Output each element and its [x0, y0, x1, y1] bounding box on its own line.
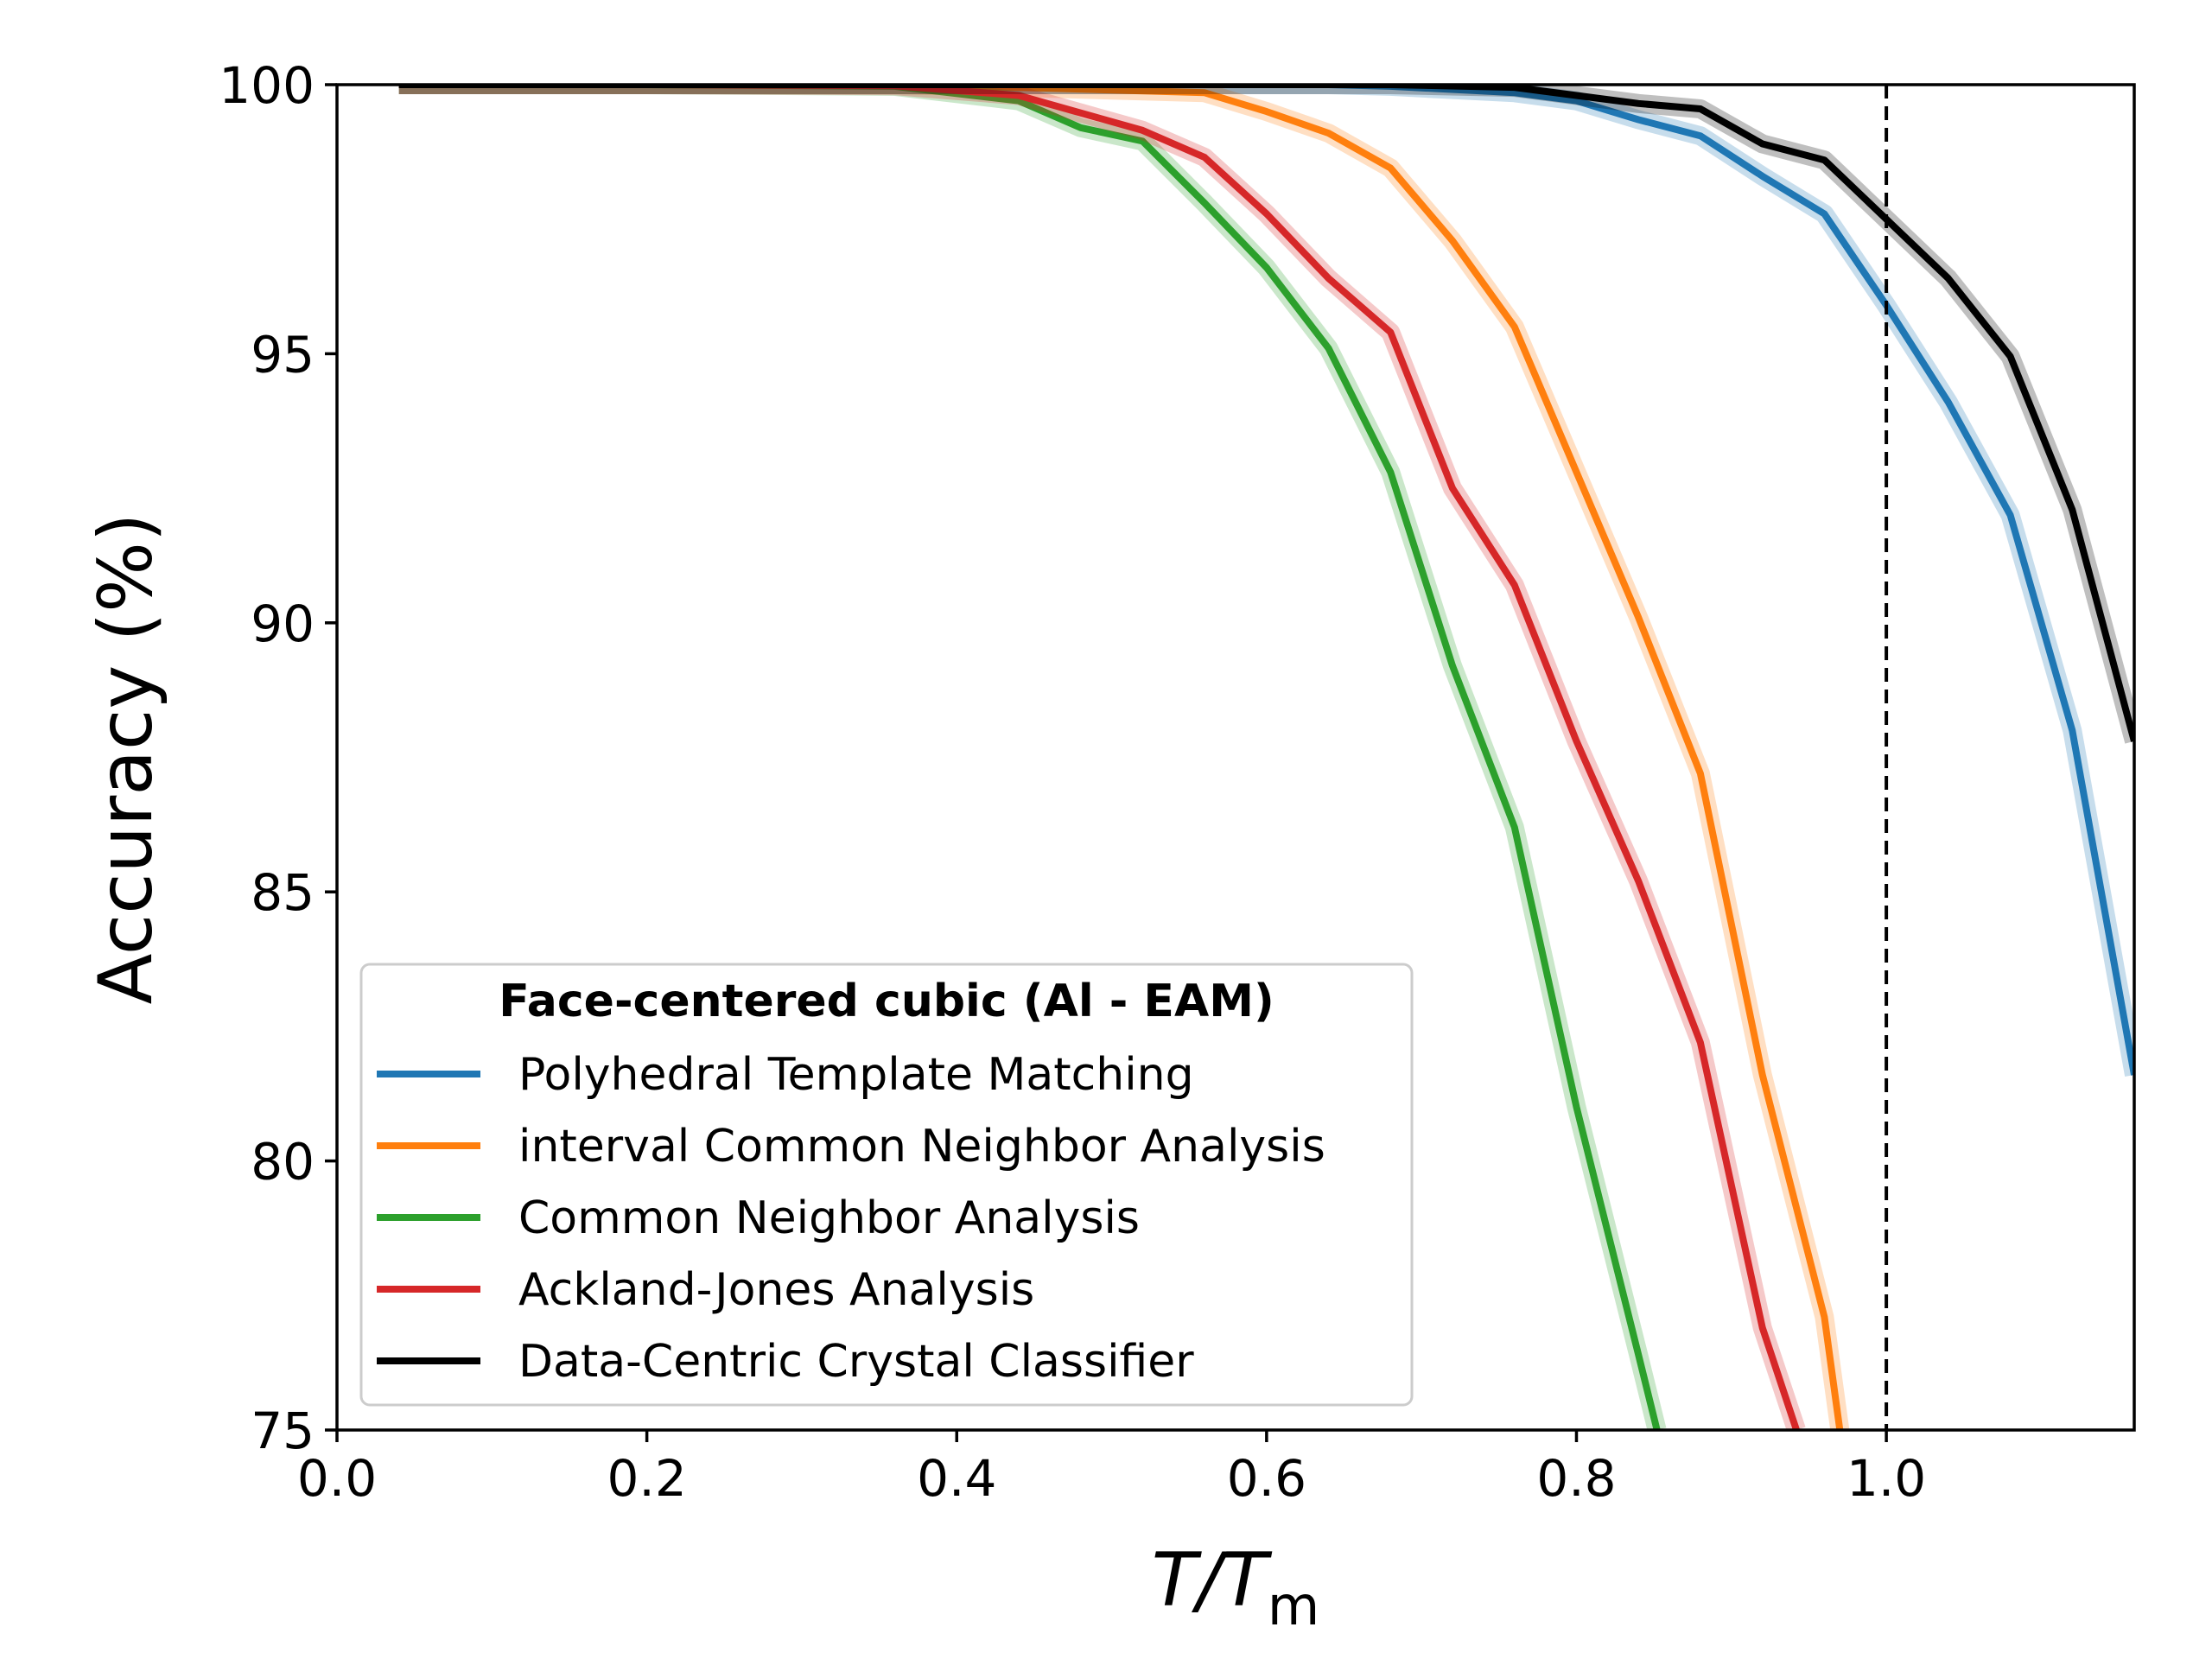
- legend-entries: Polyhedral Template Matching interval Com…: [377, 1049, 1325, 1388]
- plot-frame: [335, 83, 2136, 1432]
- legend: Face-centered cubic (Al - EAM) Polyhedra…: [359, 963, 1414, 1407]
- legend-label-interval-common-neighbor-analysis: interval Common Neighbor Analysis: [518, 1121, 1325, 1173]
- x-axis: 0.0 0.2 0.4 0.6 0.8 1.0: [297, 1430, 1926, 1508]
- series-band-data-centric-crystal-classifier: [398, 85, 2134, 744]
- legend-title: Face-centered cubic (Al - EAM): [499, 976, 1274, 1027]
- series-band-polyhedral-template-matching: [398, 85, 2134, 1077]
- x-tick-label: 0.8: [1536, 1449, 1616, 1508]
- x-tick-label: 0.6: [1227, 1449, 1306, 1508]
- x-axis-title-subscript: m: [1268, 1574, 1319, 1637]
- x-axis-title: T/Tm: [1152, 1537, 1319, 1637]
- series-line-ackland-jones-analysis: [398, 85, 1800, 1430]
- legend-label-polyhedral-template-matching: Polyhedral Template Matching: [518, 1049, 1194, 1101]
- x-tick-label: 0.2: [607, 1449, 686, 1508]
- x-tick-label: 1.0: [1847, 1449, 1926, 1508]
- y-axis-title: Accuracy (%): [83, 513, 169, 1005]
- series-line-polyhedral-template-matching: [398, 85, 2134, 1076]
- y-tick-label: 90: [251, 594, 315, 653]
- legend-label-data-centric-crystal-classifier: Data-Centric Crystal Classifier: [518, 1336, 1194, 1388]
- legend-label-common-neighbor-analysis: Common Neighbor Analysis: [518, 1192, 1140, 1244]
- series-line-data-centric-crystal-classifier: [398, 85, 2134, 742]
- x-axis-title-main: T/T: [1152, 1537, 1274, 1624]
- y-tick-label: 75: [251, 1402, 315, 1460]
- y-axis: 75 80 85 90 95 100: [219, 56, 337, 1460]
- x-tick-label: 0.0: [297, 1449, 377, 1508]
- series-layer: [398, 85, 2134, 1430]
- x-tick-label: 0.4: [917, 1449, 996, 1508]
- legend-label-ackland-jones-analysis: Ackland-Jones Analysis: [518, 1264, 1034, 1316]
- y-tick-label: 100: [219, 56, 315, 115]
- y-tick-label: 80: [251, 1133, 315, 1192]
- y-tick-label: 95: [251, 325, 315, 384]
- y-tick-label: 85: [251, 863, 315, 922]
- legend-box: [359, 963, 1414, 1407]
